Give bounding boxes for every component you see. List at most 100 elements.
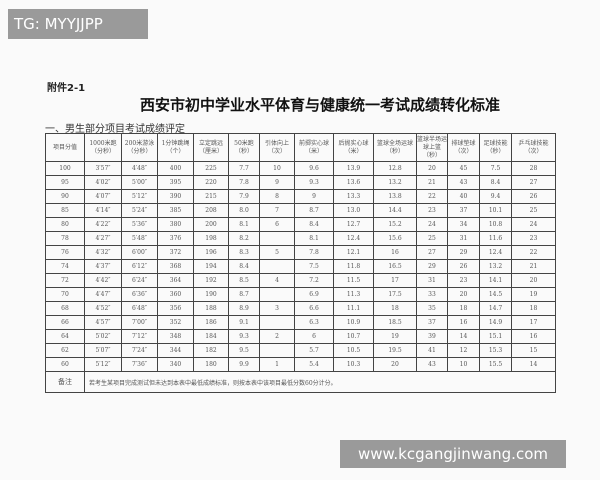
table-cell: 8.7 [228,287,260,302]
table-cell: 40 [447,189,480,204]
table-cell: 34 [447,217,480,232]
table-cell: 180 [193,357,229,372]
table-cell: 4′48″ [121,161,158,176]
table-cell: 100 [45,161,85,176]
table-cell: 17.5 [373,287,417,302]
table-cell: 8.3 [228,245,260,260]
table-cell [259,259,295,274]
table-cell: 6.6 [294,301,334,316]
table-cell: 8.0 [228,203,260,218]
table-cell: 352 [157,315,194,330]
table-cell: 8.1 [294,231,334,246]
table-cell: 7′24″ [121,343,158,358]
table-cell: 62 [45,343,85,358]
table-cell: 7′12″ [121,329,158,344]
table-cell: 13.0 [333,203,374,218]
table-cell [259,315,295,330]
table-cell: 14.5 [479,287,512,302]
table-cell: 5′24″ [121,203,158,218]
table-cell: 24 [511,217,556,232]
column-header: 后抛实心球（米） [333,133,374,162]
table-cell: 6′36″ [121,287,158,302]
table-cell: 74 [45,259,85,274]
table-row: 90 4′07″ 5′12″ 390 215 7.9 8 9 13.3 13.8 22 40 9.4 26 [45,189,556,204]
table-cell: 186 [193,315,229,330]
table-row: 62 5′07″ 7′24″ 344 182 9.5 5.7 10.5 19.5 41 12 15.3… [45,343,556,358]
column-header: 前掷实心球（米） [294,133,334,162]
table-cell: 192 [193,273,229,288]
table-cell: 7′00″ [121,315,158,330]
table-cell: 372 [157,245,194,260]
table-cell: 5′07″ [84,343,122,358]
table-cell [259,231,295,246]
table-cell: 9.3 [294,175,334,190]
table-cell: 14.9 [479,315,512,330]
score-table: 项目分值 1000米跑（分秒） 200米游泳（分秒） 1分钟跳绳（个） 立定跳远（厘米）… [45,133,556,393]
table-cell: 190 [193,287,229,302]
table-cell: 64 [45,329,85,344]
table-cell: 184 [193,329,229,344]
table-cell: 208 [193,203,229,218]
table-cell: 27 [511,175,556,190]
table-cell: 6.9 [294,287,334,302]
table-cell: 4 [259,273,295,288]
table-cell: 80 [45,217,85,232]
table-cell: 66 [45,315,85,330]
table-cell: 41 [416,343,448,358]
table-cell: 6′00″ [121,245,158,260]
table-cell: 9 [259,175,295,190]
table-cell: 400 [157,161,194,176]
table-cell: 9.1 [228,315,260,330]
table-row: 66 4′57″ 7′00″ 352 186 9.1 6.3 10.9 18.5 37 16 14.9… [45,315,556,330]
table-cell: 380 [157,217,194,232]
table-cell: 7.8 [228,175,260,190]
table-cell: 10 [259,161,295,176]
table-cell: 220 [193,175,229,190]
table-cell: 5 [259,245,295,260]
table-cell: 340 [157,357,194,372]
table-cell: 8.7 [294,203,334,218]
watermark-bottom: www.kcgangjinwang.com [340,440,566,468]
table-cell: 23 [447,273,480,288]
table-cell: 7 [259,203,295,218]
table-row: 95 4′02″ 5′00″ 395 220 7.8 9 9.3 13.6 13.2 21 43 8.4… [45,175,556,190]
table-cell: 5′02″ [84,329,122,344]
table-cell: 78 [45,231,85,246]
table-cell: 344 [157,343,194,358]
table-cell: 10.5 [333,343,374,358]
table-cell: 17 [511,315,556,330]
table-cell: 16.5 [373,259,417,274]
table-cell: 12.4 [333,231,374,246]
table-cell: 356 [157,301,194,316]
table-cell: 8 [259,189,295,204]
table-cell: 14.7 [479,301,512,316]
table-cell: 364 [157,273,194,288]
table-row: 85 4′14″ 5′24″ 385 208 8.0 7 8.7 13.0 14.4 23 37 10.… [45,203,556,218]
table-cell: 68 [45,301,85,316]
table-cell: 10.7 [333,329,374,344]
table-cell: 37 [447,203,480,218]
table-cell: 200 [193,217,229,232]
table-cell: 11.8 [333,259,374,274]
table-cell: 43 [416,357,448,372]
table-cell: 360 [157,287,194,302]
table-cell: 10.1 [479,203,512,218]
table-cell: 15.3 [479,343,512,358]
table-cell: 196 [193,245,229,260]
table-cell: 45 [447,161,480,176]
table-cell [259,343,295,358]
table-cell: 225 [193,161,229,176]
table-cell: 11.1 [333,301,374,316]
table-cell: 26 [447,259,480,274]
table-cell: 15.2 [373,217,417,232]
table-cell: 194 [193,259,229,274]
table-cell: 390 [157,189,194,204]
table-cell: 33 [416,287,448,302]
table-cell: 20 [373,357,417,372]
table-cell: 1 [259,357,295,372]
table-cell: 10.8 [479,217,512,232]
note-row: 备注 若考生某项目完成测试但未达到本表中最低成绩标准，则按本表中该项目最低分数60… [45,371,556,393]
attachment-label: 附件2-1 [47,83,86,94]
table-cell: 385 [157,203,194,218]
table-cell: 43 [447,175,480,190]
